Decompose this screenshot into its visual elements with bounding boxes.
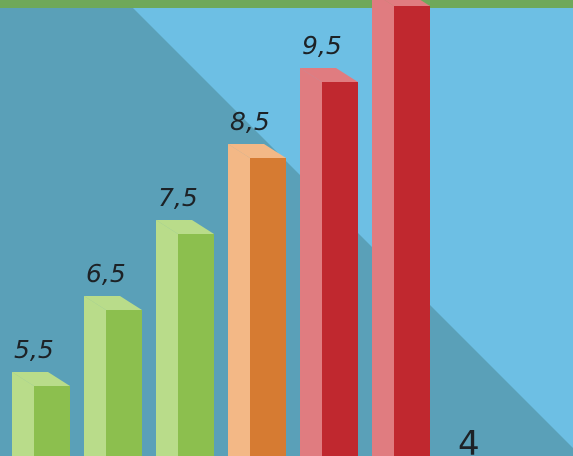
bar-5	[372, 0, 430, 456]
bar-4	[300, 68, 358, 456]
bar-front-face	[178, 234, 214, 456]
bar-side-face	[156, 220, 178, 456]
bar-value-label: 5,5	[14, 335, 54, 364]
bar-value-label: 9,5	[302, 31, 342, 60]
bars-group: 5,5 6,5 7,5 8,5 9,5	[12, 0, 430, 456]
bar-side-face	[300, 68, 322, 456]
top-band	[0, 0, 573, 8]
bar-2	[156, 220, 214, 456]
bar-top-face	[228, 144, 286, 158]
bar-front-face	[106, 310, 142, 456]
bar-front-face	[250, 158, 286, 456]
trailing-mark: 4	[458, 424, 480, 456]
bar-value-label: 8,5	[230, 107, 270, 136]
bar-top-face	[300, 68, 358, 82]
bar-1	[84, 296, 142, 456]
bar-side-face	[228, 144, 250, 456]
bar-front-face	[34, 386, 70, 456]
bar-3	[228, 144, 286, 456]
bar-side-face	[12, 372, 34, 456]
bar-side-face	[372, 0, 394, 456]
bar-front-face	[322, 82, 358, 456]
bar-side-face	[84, 296, 106, 456]
bar-value-label: 6,5	[86, 259, 126, 288]
bar-0	[12, 372, 70, 456]
bar-front-face	[394, 6, 430, 456]
bar-top-face	[384, 0, 430, 6]
bar-value-label: 7,5	[158, 183, 198, 212]
bar-top-face	[156, 220, 214, 234]
bar-top-face	[84, 296, 142, 310]
bar-top-face	[12, 372, 70, 386]
